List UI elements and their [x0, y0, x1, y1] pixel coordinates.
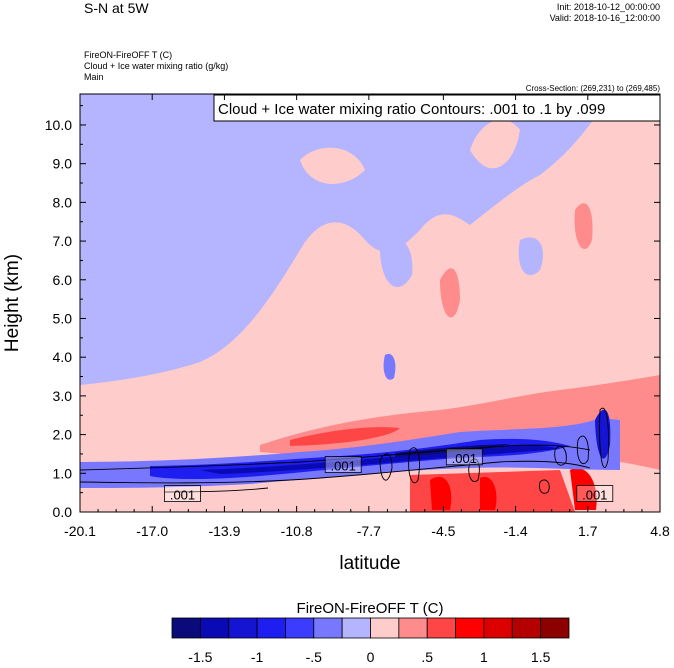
- contour-label-box: [164, 485, 201, 502]
- positive-region: [470, 119, 520, 169]
- colorbar-swatch: [455, 617, 485, 639]
- colorbar-title: FireON-FireOFF T (C): [297, 600, 444, 617]
- colorbar-swatch: [483, 617, 513, 639]
- colorbar-swatch: [426, 617, 456, 639]
- negative-patch: [518, 237, 544, 276]
- contour-info-text: Cloud + Ice water mixing ratio Contours:…: [218, 101, 605, 118]
- y-tick-label: 10.0: [45, 117, 72, 133]
- colorbar-label: 0: [367, 649, 375, 665]
- colorbar-label: .5: [421, 649, 433, 665]
- colorbar-swatch: [171, 617, 201, 639]
- y-tick-label: 9.0: [53, 156, 73, 172]
- x-tick-label: -7.7: [357, 523, 381, 539]
- colorbar-swatch: [199, 617, 230, 639]
- contour-label: .001: [324, 456, 362, 474]
- positive-region: [300, 147, 365, 184]
- contour-label-box: [576, 485, 614, 502]
- contour-label-box: [324, 456, 362, 473]
- x-tick-label: -13.9: [208, 523, 240, 539]
- contour-line: [379, 447, 480, 484]
- cross-section-label: Cross-Section: (269,231) to (269,485): [525, 84, 660, 93]
- x-tick-label: 4.8: [650, 523, 670, 539]
- colorbar-swatch: [398, 617, 428, 639]
- x-tick-label: -20.1: [64, 523, 96, 539]
- y-tick-label: 6.0: [53, 272, 73, 288]
- contour-line: [539, 407, 609, 494]
- positive-band: [430, 468, 597, 510]
- colorbar-swatch: [341, 617, 371, 639]
- contour-label-text: .001: [582, 488, 607, 503]
- axes: -20.1 -17.0 -13.9 -10.8 -7.7 -4.5 -1.4 1.7 4.8 0.…: [45, 94, 670, 539]
- init-time: Init: 2018-10-12_00:00:00: [556, 2, 660, 12]
- subtitle-domain: Main: [84, 72, 104, 82]
- colorbar-label: 1.5: [531, 649, 551, 665]
- subtitle-field: FireON-FireOFF T (C): [84, 50, 173, 60]
- negative-band: [395, 444, 510, 457]
- contour-label: .001: [445, 448, 483, 466]
- contour-info-frame: [213, 94, 661, 122]
- colorbar-swatch: [511, 617, 542, 639]
- contour-label: .001: [576, 485, 614, 503]
- colorbar-label: 1: [480, 649, 488, 665]
- contour-label-box: [445, 448, 483, 466]
- contour-line: [80, 460, 591, 484]
- negative-band: [595, 409, 611, 459]
- colorbar-label: -1: [251, 649, 264, 665]
- x-tick-label: 1.7: [578, 523, 598, 539]
- contour-line: [164, 487, 269, 493]
- x-tick-label: -17.0: [136, 523, 168, 539]
- colorbar-swatch: [370, 617, 400, 639]
- y-tick-label: 3.0: [53, 388, 73, 404]
- colorbar-swatch: [228, 617, 258, 639]
- x-axis-title: latitude: [339, 553, 400, 574]
- colorbar: -1.5 -1 -.5 0 .5 1 1.5: [171, 617, 570, 665]
- contour-label: .001: [164, 485, 201, 503]
- colorbar-swatch: [285, 617, 315, 639]
- contour-label-text: .001: [452, 451, 477, 466]
- colorbar-swatch: [540, 617, 570, 639]
- contour-info-box: Cloud + Ice water mixing ratio Contours:…: [213, 94, 661, 122]
- contour-label-text: .001: [331, 459, 356, 474]
- subtitle-contour-field: Cloud + Ice water mixing ratio (g/kg): [84, 61, 229, 71]
- colorbar-swatch: [313, 617, 343, 639]
- positive-region: [600, 94, 660, 210]
- colorbar-swatch: [256, 617, 286, 639]
- x-tick-label: -4.5: [431, 523, 455, 539]
- x-tick-label: -1.4: [504, 523, 528, 539]
- x-tick-label: -10.8: [281, 523, 313, 539]
- contour-lines: [80, 407, 609, 494]
- negative-patch: [379, 236, 413, 288]
- y-tick-label: 4.0: [53, 349, 73, 365]
- colorbar-label: -.5: [306, 649, 323, 665]
- colorbar-label: -1.5: [188, 649, 212, 665]
- y-axis-title: Height (km): [2, 254, 23, 352]
- heatmap-field: [80, 94, 660, 512]
- y-tick-label: 8.0: [53, 194, 73, 210]
- plot-title: S-N at 5W: [84, 0, 149, 16]
- positive-band: [290, 427, 400, 446]
- y-tick-label: 5.0: [53, 310, 73, 326]
- y-tick-label: 7.0: [53, 233, 73, 249]
- y-tick-label: 0.0: [53, 504, 73, 520]
- plot-frame: [79, 93, 661, 513]
- contour-label-text: .001: [170, 488, 195, 503]
- contour-line: [80, 444, 591, 471]
- negative-patch: [383, 353, 396, 380]
- contour-labels: .001 .001 .001 .001: [164, 448, 614, 503]
- positive-band: [440, 203, 593, 318]
- y-tick-label: 2.0: [53, 427, 73, 443]
- valid-time: Valid: 2018-10-16_12:00:00: [549, 13, 660, 23]
- y-tick-label: 1.0: [53, 465, 73, 481]
